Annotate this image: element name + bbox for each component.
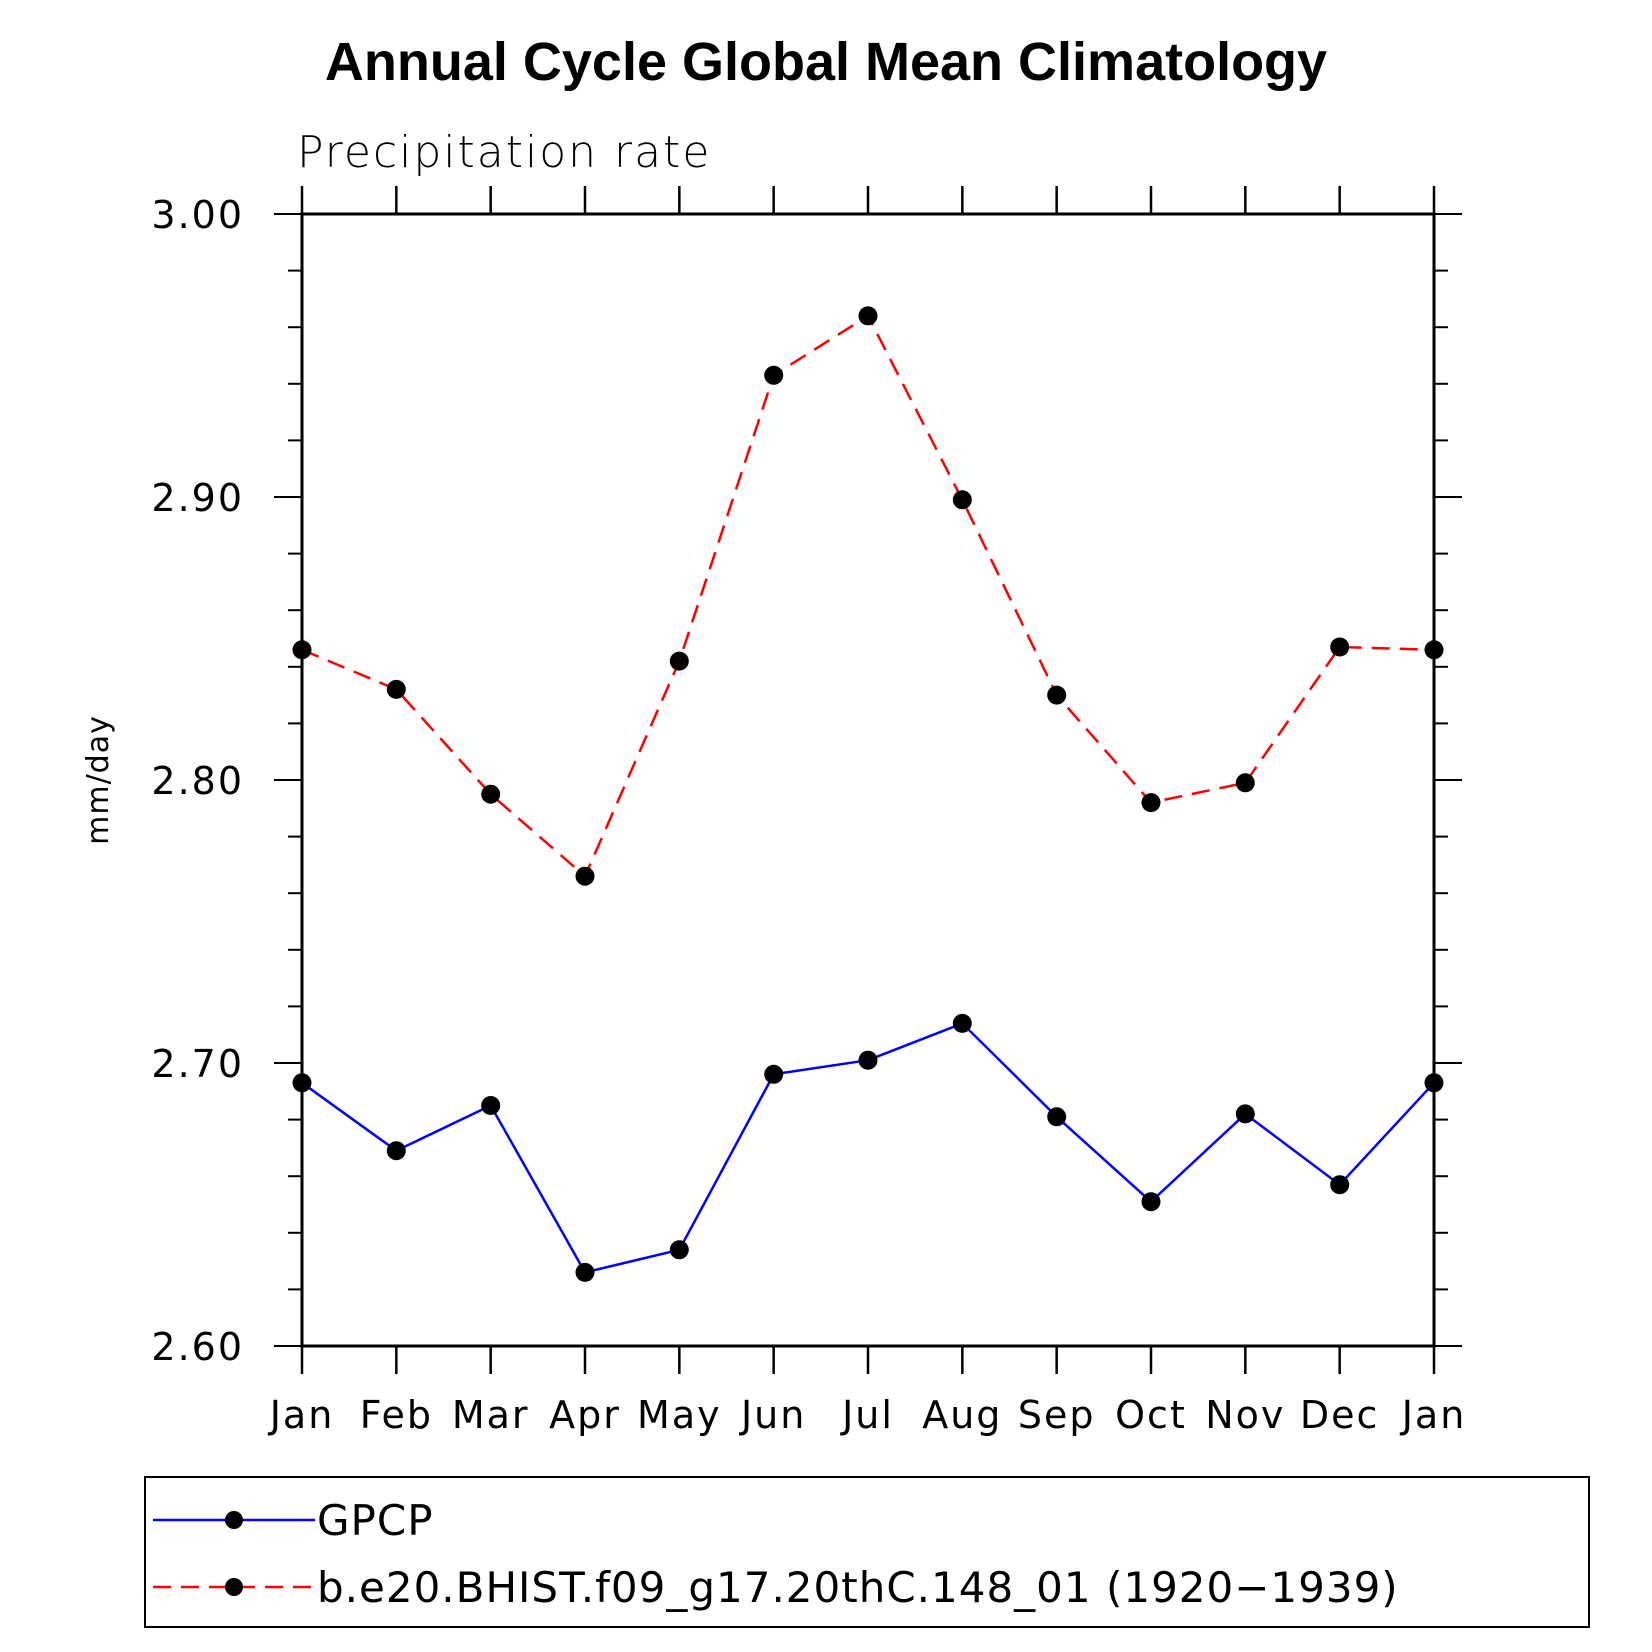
series-1-point [952, 490, 972, 510]
y-tick-label: 2.70 [151, 1042, 244, 1086]
series-1-point [1424, 640, 1444, 660]
series-0-point [669, 1240, 689, 1260]
series-0-point [575, 1262, 595, 1282]
y-tick-label: 2.60 [151, 1325, 244, 1369]
x-tick-label: Feb [360, 1393, 433, 1437]
series-line-1 [301, 314, 1435, 879]
series-1-point [1235, 773, 1255, 793]
x-tick-label: Apr [549, 1393, 621, 1437]
series-1-point [481, 784, 501, 804]
y-tick-labels: 2.60 2.70 2.80 2.90 3.00 [151, 193, 244, 1369]
series-0-point [952, 1013, 972, 1033]
series-0-point [1141, 1192, 1161, 1212]
x-tick-label: Jan [268, 1393, 335, 1437]
y-tick-label: 3.00 [151, 193, 244, 237]
series-0-point [1235, 1104, 1255, 1124]
x-tick-labels: Jan Feb Mar Apr May Jun Jul Aug Sep Oct Nov Dec Jan [268, 1393, 1467, 1437]
x-tick-label: Jun [739, 1393, 806, 1437]
series-1-point [1141, 793, 1161, 813]
legend-frame [144, 1476, 1590, 1628]
x-tick-label: Sep [1018, 1393, 1096, 1437]
series-1-point [858, 306, 878, 326]
legend-marker-gpcp [225, 1511, 243, 1529]
y-tick-label: 2.80 [151, 759, 244, 803]
x-tick-label: Oct [1115, 1393, 1187, 1437]
series-layer [292, 306, 1444, 1282]
series-0-point [1424, 1073, 1444, 1093]
plot-frame [300, 212, 1436, 1348]
x-tick-label: Nov [1205, 1393, 1285, 1437]
series-0-point [1330, 1175, 1350, 1195]
legend: GPCP b.e20.BHIST.f09_g17.20thC.148_01 (1… [144, 1476, 1590, 1628]
series-1-point [764, 365, 784, 385]
x-tick-label: Mar [452, 1393, 530, 1437]
x-tick-label: Dec [1300, 1393, 1380, 1437]
series-0-point [858, 1050, 878, 1070]
legend-label-gpcp: GPCP [317, 1496, 434, 1545]
legend-marker-model [225, 1578, 243, 1596]
chart-subtitle: Precipitation rate [297, 127, 711, 178]
legend-label-model: b.e20.BHIST.f09_g17.20thC.148_01 (1920−1… [317, 1563, 1399, 1612]
series-1-point [386, 679, 406, 699]
series-0-point [386, 1141, 406, 1161]
series-0-point [481, 1096, 501, 1115]
series-0-point [292, 1073, 312, 1093]
series-1-point [1047, 685, 1067, 705]
series-1-point [575, 866, 595, 886]
y-axis-label: mm/day [81, 715, 116, 845]
series-0-point [1047, 1107, 1067, 1127]
x-tick-label: Jul [840, 1393, 894, 1437]
axis-ticks [274, 186, 1462, 1374]
x-tick-label: Jan [1400, 1393, 1467, 1437]
series-0-point [764, 1064, 784, 1084]
x-tick-label: Aug [922, 1393, 1002, 1437]
chart-title: Annual Cycle Global Mean Climatology [325, 32, 1327, 92]
series-1-point [1330, 637, 1350, 657]
series-1-point [292, 640, 312, 660]
series-1-point [669, 651, 689, 671]
y-tick-label: 2.90 [151, 476, 244, 520]
x-tick-label: May [637, 1393, 722, 1437]
